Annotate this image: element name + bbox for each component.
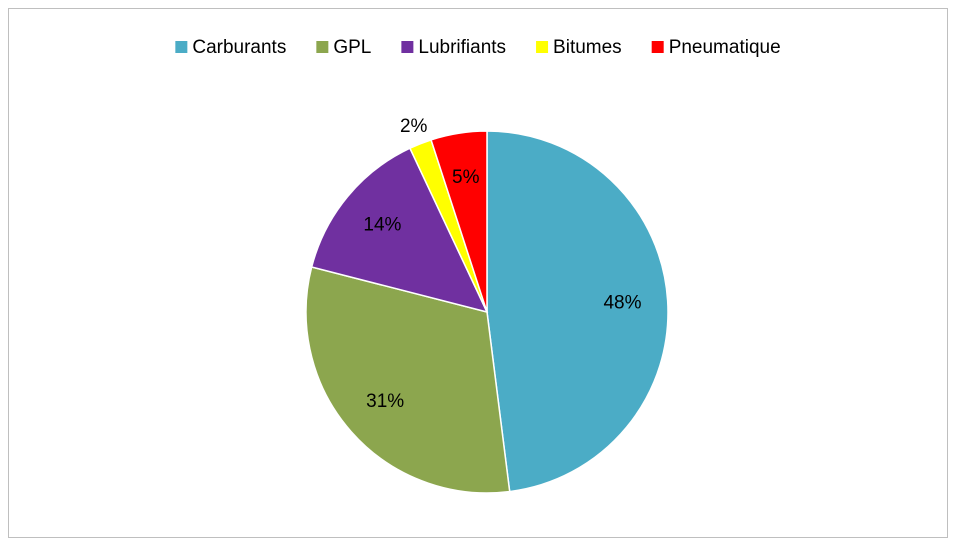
pie-slice [430,130,488,313]
legend-swatch [401,41,414,53]
legend-swatch [536,41,549,53]
pie-slice [310,147,489,314]
data-label: 31% [366,391,404,412]
legend-swatch [651,41,664,53]
pie-slice [305,266,511,494]
legend-label: GPL [333,37,371,58]
legend-label: Bitumes [553,37,622,58]
legend-label: Carburants [192,37,286,58]
pie: 48% 31% 14% 2% 5% [305,116,669,494]
legend-swatch [175,41,188,53]
legend-swatch [316,41,329,53]
legend-label: Lubrifiants [418,37,506,58]
data-label: 2% [400,116,428,137]
legend: Carburants GPL Lubrifiants Bitumes Pneumatiq… [175,37,781,58]
legend-label: Pneumatique [669,37,781,58]
pie-slice [486,130,669,493]
data-label: 14% [363,214,401,235]
data-label: 5% [452,167,480,188]
data-label: 48% [603,292,641,313]
